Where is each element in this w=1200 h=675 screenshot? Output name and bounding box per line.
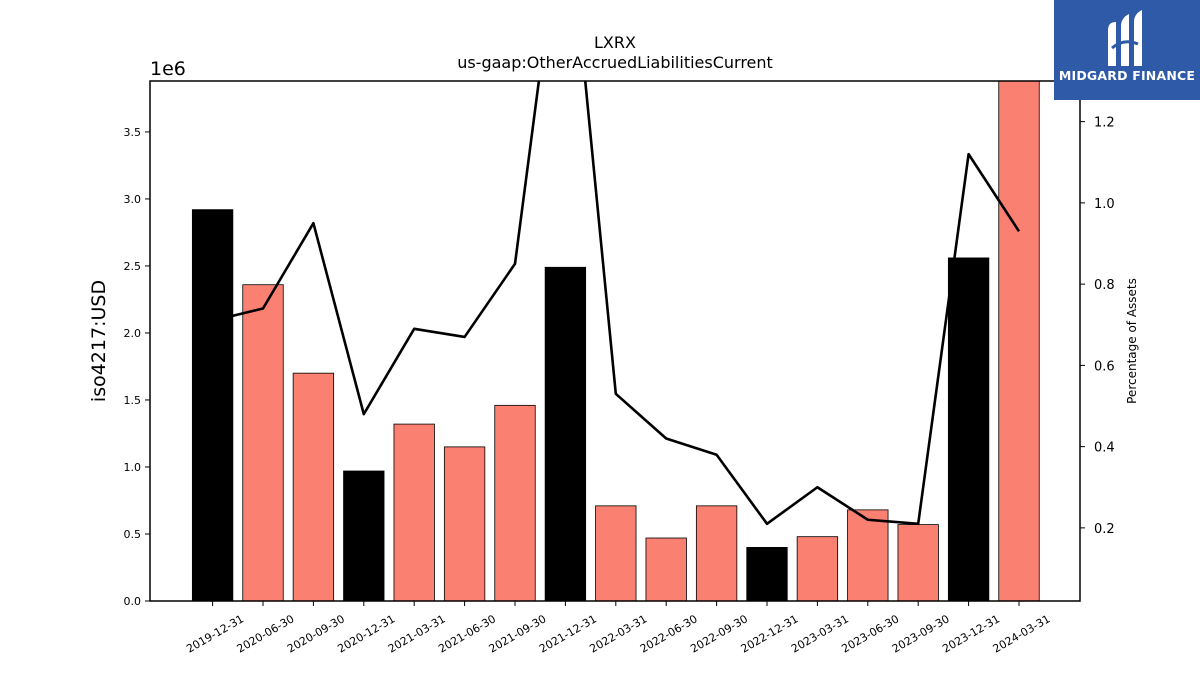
y-axis-ticks: 0.0 0.5 1.0 1.5 2.0 2.5 3.0 3.5: [124, 126, 150, 608]
bar-2021-06-30: [443, 446, 486, 602]
y-axis-multiplier: 1e6: [150, 58, 186, 80]
logo-text: MIDGARD FINANCE: [1058, 68, 1196, 83]
x-axis-ticks: 2019-12-312020-06-302020-09-302020-12-31…: [184, 601, 1053, 656]
y-tick-label: 1.5: [124, 394, 142, 407]
bar-2020-09-30: [292, 372, 335, 602]
y2-tick-label: 1.2: [1094, 116, 1115, 131]
bar-2023-06-30: [847, 509, 889, 602]
bar-2021-09-30: [494, 404, 536, 602]
line-group: [212, 81, 1021, 526]
y-axis-label: iso4217:USD: [88, 280, 110, 402]
y2-axis-label: Percentage of Assets: [1125, 278, 1139, 404]
bar-2023-09-30: [897, 524, 939, 602]
y-tick-label: 1.0: [124, 461, 142, 474]
y-tick-label: 0.0: [124, 595, 142, 608]
bar-2022-09-30: [695, 505, 738, 602]
bar-2020-12-31: [343, 470, 385, 602]
bars-group: [191, 80, 1040, 602]
bar-2021-03-31: [393, 423, 435, 602]
y2-tick-label: 1.0: [1094, 197, 1115, 212]
bar-2024-03-31: [998, 80, 1040, 602]
bar-2020-06-30: [242, 284, 284, 602]
y-tick-label: 3.0: [124, 193, 142, 206]
midgard-logo-icon: [1108, 10, 1142, 66]
bar-2022-12-31: [746, 546, 788, 602]
bar-2019-12-31: [191, 209, 234, 602]
bar-2022-03-31: [595, 505, 637, 602]
plot-frame: [149, 80, 1081, 602]
chart-subtitle: us-gaap:OtherAccruedLiabilitiesCurrent: [457, 53, 773, 72]
y-tick-label: 2.5: [124, 260, 142, 273]
y2-tick-label: 0.2: [1094, 522, 1115, 537]
bar-2023-03-31: [796, 536, 839, 602]
y-tick-label: 3.5: [124, 126, 142, 139]
y2-axis-ticks: 0.2 0.4 0.6 0.8 1.0 1.2: [1080, 116, 1115, 537]
bar-2021-12-31: [544, 266, 587, 602]
y2-tick-label: 0.6: [1094, 359, 1115, 374]
chart-title: LXRX: [594, 33, 636, 52]
y2-tick-label: 0.4: [1094, 441, 1115, 456]
bar-2022-06-30: [645, 537, 687, 602]
bar-2023-12-31: [947, 257, 990, 602]
y-tick-label: 2.0: [124, 327, 142, 340]
midgard-finance-logo: MIDGARD FINANCE: [1054, 0, 1200, 100]
y2-tick-label: 0.8: [1094, 278, 1115, 293]
percentage-of-assets-line: [212, 81, 1021, 526]
y-tick-label: 0.5: [124, 528, 142, 541]
x-tick-label: 2024-03-31: [991, 612, 1053, 655]
